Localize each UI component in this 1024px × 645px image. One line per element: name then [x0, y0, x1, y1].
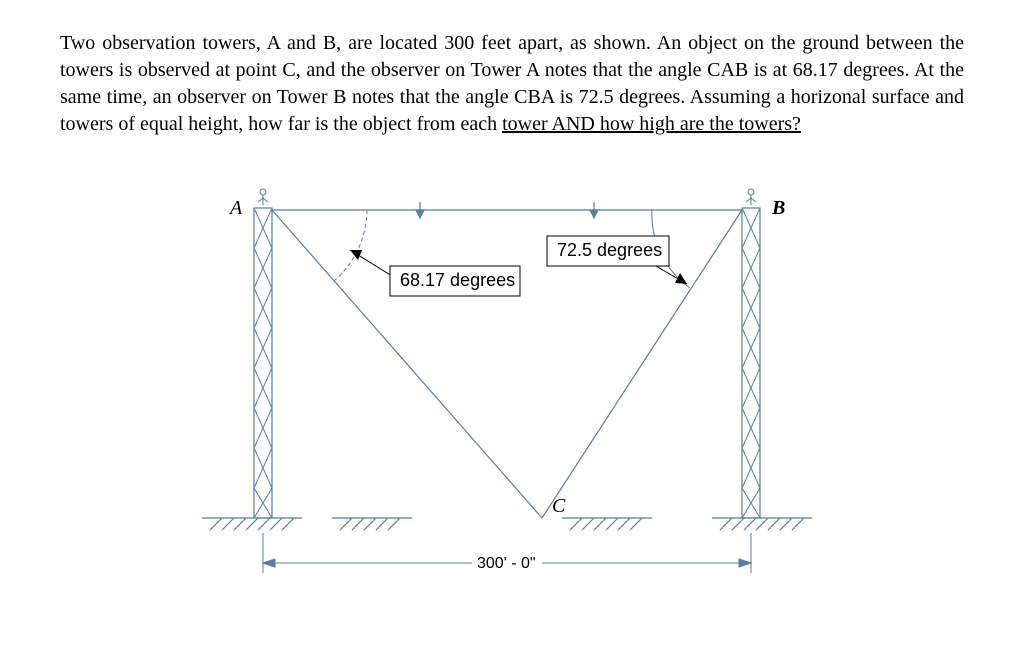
ground-hatching: [202, 518, 812, 530]
angle-a-label: 68.17 degrees: [400, 270, 515, 290]
observer-a-icon: [258, 189, 268, 205]
problem-statement: Two observation towers, A and B, are loc…: [60, 30, 964, 138]
figure-container: 68.17 degrees 72.5 degrees A B C: [60, 178, 964, 608]
angle-b-label: 72.5 degrees: [557, 240, 662, 260]
line-ac: [272, 210, 542, 518]
leader-a-arrow: [350, 250, 362, 260]
problem-question: tower AND how high are the towers?: [502, 113, 801, 135]
tower-diagram: 68.17 degrees 72.5 degrees A B C: [142, 178, 882, 608]
tower-a-bracing: [254, 208, 272, 518]
angle-a-arc: [334, 210, 367, 281]
dimension-label: 300' - 0": [477, 555, 536, 572]
observer-b-icon: [746, 189, 756, 205]
vertex-a-label: A: [228, 197, 243, 219]
vertex-c-label: C: [552, 495, 566, 517]
vertex-b-label: B: [771, 197, 785, 219]
tower-b-bracing: [742, 208, 760, 518]
